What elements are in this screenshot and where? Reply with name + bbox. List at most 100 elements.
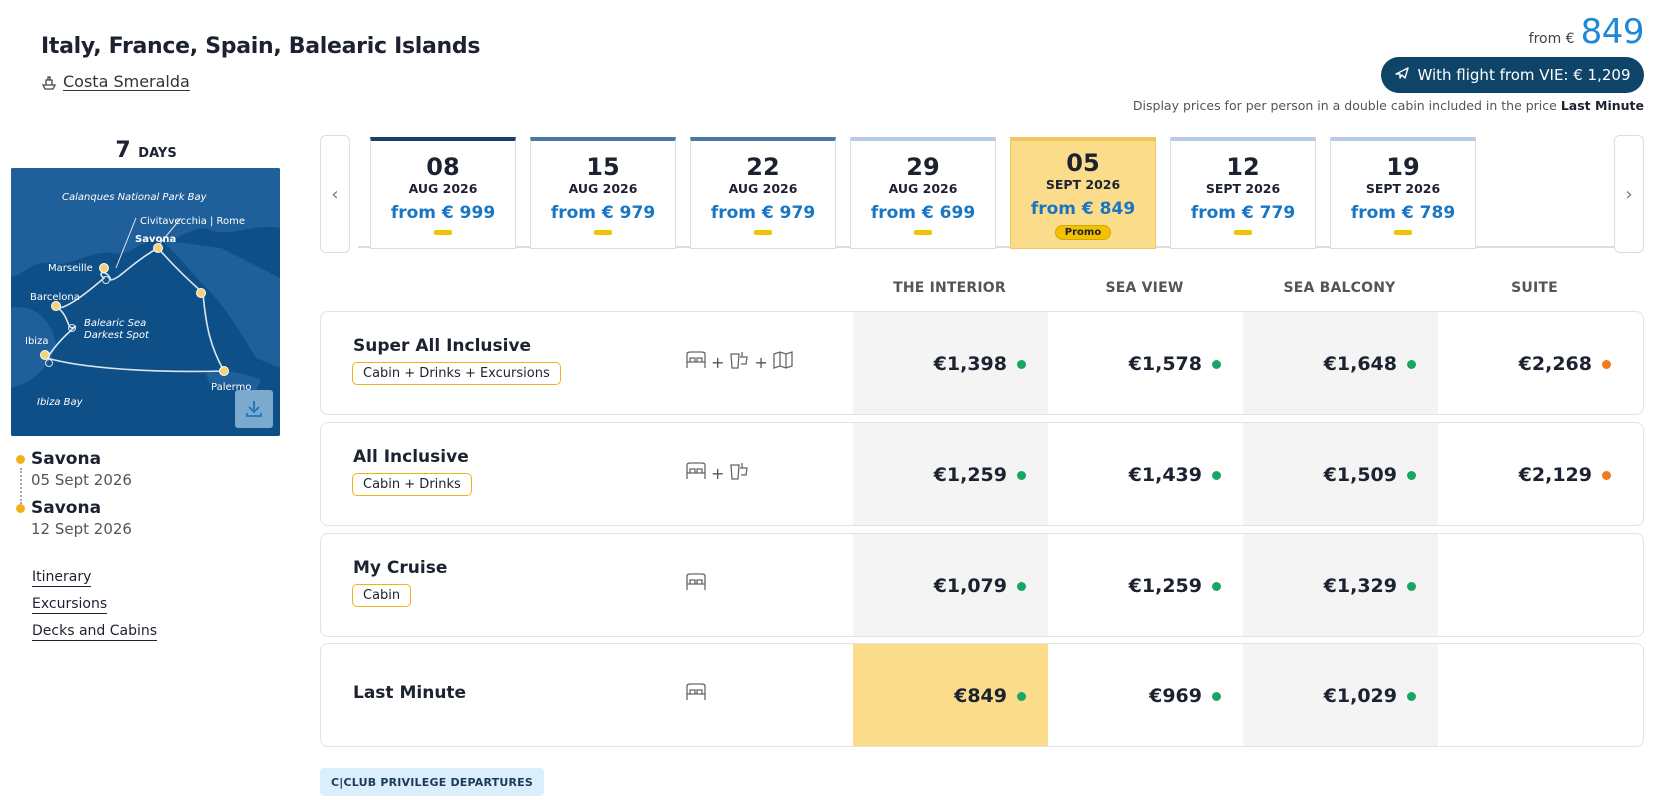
date-card-6[interactable]: 19 SEPT 2026 from € 789 [1330, 137, 1476, 249]
map-label-barcelona: Barcelona [30, 292, 80, 303]
plane-icon [1394, 65, 1410, 85]
package-name: My Cruise [353, 558, 448, 578]
column-header-interior: THE INTERIOR [893, 280, 1006, 296]
flight-button[interactable]: With flight from VIE: € 1,209 [1381, 57, 1644, 93]
price-value: €1,439 [1128, 464, 1202, 486]
price-value: €2,129 [1518, 464, 1592, 486]
availability-bar [1394, 230, 1412, 235]
map-label-calanques: Calanques National Park Bay [62, 192, 208, 203]
availability-bar [434, 230, 452, 235]
price-value: €2,268 [1518, 353, 1592, 375]
price-display-note: Display prices for per person in a doubl… [1133, 98, 1644, 113]
plus-icon: + [754, 352, 768, 372]
map-label-savona: Savona [135, 234, 176, 245]
column-header-suite: SUITE [1511, 280, 1558, 296]
date-card-1[interactable]: 15 AUG 2026 from € 979 [530, 137, 676, 249]
download-map-button[interactable] [235, 390, 273, 428]
date-price: from € 999 [390, 203, 496, 223]
availability-dot [1212, 581, 1221, 591]
availability-dot [1017, 359, 1026, 369]
price-cell[interactable]: €2,268 [1438, 312, 1633, 414]
price-value: €1,029 [1323, 685, 1397, 707]
column-header-sea-balcony: SEA BALCONY [1283, 280, 1396, 296]
map-label-balearic: Balearic Sea [84, 318, 146, 329]
date-card-2[interactable]: 22 AUG 2026 from € 979 [690, 137, 836, 249]
price-cell[interactable]: €1,259 [853, 423, 1048, 525]
availability-dot [1602, 359, 1611, 369]
availability-dot [1212, 470, 1221, 480]
date-card-5[interactable]: 12 SEPT 2026 from € 779 [1170, 137, 1316, 249]
availability-bar [594, 230, 612, 235]
date-day: 05 [1066, 149, 1100, 177]
price-cell[interactable]: €2,129 [1438, 423, 1633, 525]
package-row-super-all-inclusive: Super All Inclusive Cabin + Drinks + Exc… [320, 311, 1644, 415]
price-cell[interactable]: €1,398 [853, 312, 1048, 414]
map-label-palermo: Palermo [211, 382, 251, 393]
ship-name[interactable]: Costa Smeralda [63, 72, 190, 91]
package-row-last-minute: Last Minute €849 €969 €1,029 [320, 643, 1644, 747]
price-cell[interactable]: €1,079 [853, 534, 1048, 636]
drinks-icon [728, 350, 750, 374]
port-start-date: 05 Sept 2026 [31, 471, 132, 489]
date-price: from € 789 [1350, 203, 1456, 223]
carousel-prev-button[interactable]: ‹ [320, 135, 350, 253]
price-cell[interactable]: €1,509 [1243, 423, 1438, 525]
bed-icon [685, 682, 707, 706]
date-price: from € 779 [1190, 203, 1296, 223]
download-icon [243, 398, 265, 420]
availability-dot [1212, 691, 1221, 701]
date-month: SEPT 2026 [1205, 181, 1281, 196]
availability-dot [1407, 359, 1416, 369]
date-card-4-selected[interactable]: 05 SEPT 2026 from € 849 Promo [1010, 137, 1156, 249]
date-day: 12 [1226, 153, 1260, 181]
availability-bar [754, 230, 772, 235]
map-label-ibiza-bay: Ibiza Bay [37, 397, 84, 408]
price-value: €1,259 [1128, 575, 1202, 597]
date-card-3[interactable]: 29 AUG 2026 from € 699 [850, 137, 996, 249]
price-cell[interactable]: €1,259 [1048, 534, 1243, 636]
club-privilege-badge[interactable]: C|CLUB PRIVILEGE DEPARTURES [320, 768, 544, 796]
map-icon [772, 350, 794, 374]
departure-date-carousel: ‹ › 08 AUG 2026 from € 999 15 AUG 2026 f… [320, 135, 1644, 253]
map-label-civitavecchia: Civitavecchia | Rome [140, 216, 245, 227]
route-map[interactable]: Calanques National Park Bay Civitavecchi… [11, 168, 280, 436]
price-cell[interactable]: €1,648 [1243, 312, 1438, 414]
price-cell[interactable]: €969 [1048, 644, 1243, 746]
price-value: €969 [1149, 685, 1202, 707]
price-cell[interactable]: €1,329 [1243, 534, 1438, 636]
price-cell[interactable]: €1,578 [1048, 312, 1243, 414]
column-header-sea-view: SEA VIEW [1105, 280, 1184, 296]
availability-dot [1017, 581, 1026, 591]
port-end-name: Savona [31, 498, 102, 518]
port-start-dot [16, 455, 25, 464]
availability-dot [1212, 359, 1221, 369]
price-value: €1,079 [933, 575, 1007, 597]
carousel-next-button[interactable]: › [1614, 135, 1644, 253]
price-value: €1,648 [1323, 353, 1397, 375]
date-day: 15 [586, 153, 620, 181]
bed-icon [685, 350, 707, 374]
package-tag: Cabin [352, 584, 412, 607]
availability-dot [1602, 470, 1611, 480]
plus-icon: + [711, 352, 725, 372]
date-card-0[interactable]: 08 AUG 2026 from € 999 [370, 137, 516, 249]
map-label-ibiza: Ibiza [25, 336, 48, 347]
date-day: 22 [746, 153, 780, 181]
itinerary-link[interactable]: Itinerary [32, 569, 92, 587]
from-price-amount: 849 [1580, 12, 1645, 52]
availability-dot [1407, 470, 1416, 480]
price-cell-selected[interactable]: €849 [853, 644, 1048, 746]
map-label-darkest: Darkest Spot [84, 330, 150, 341]
date-month: SEPT 2026 [1365, 181, 1441, 196]
availability-dot [1017, 470, 1026, 480]
date-price: from € 979 [550, 203, 656, 223]
days-count: 7 DAYS [12, 138, 280, 163]
bed-icon [685, 572, 707, 596]
price-cell[interactable]: €1,439 [1048, 423, 1243, 525]
availability-dot [1407, 581, 1416, 591]
ship-link[interactable]: Costa Smeralda [41, 72, 190, 91]
decks-and-cabins-link[interactable]: Decks and Cabins [32, 623, 158, 641]
price-cell[interactable]: €1,029 [1243, 644, 1438, 746]
date-day: 08 [426, 153, 460, 181]
excursions-link[interactable]: Excursions [32, 596, 108, 614]
